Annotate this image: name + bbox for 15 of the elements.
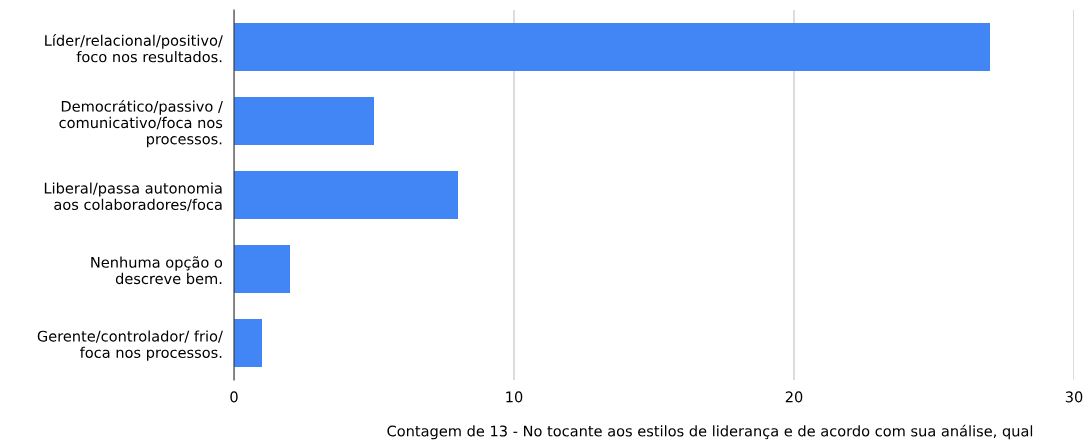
bar	[234, 22, 990, 72]
x-tick-label: 10	[506, 391, 523, 403]
x-tick-label: 0	[230, 391, 238, 403]
text: Contagem de 13 - No tocante aos estilos de liderança e de acordo com sua análise, qual	[387, 424, 1033, 440]
bar	[234, 318, 262, 368]
bar	[234, 96, 374, 146]
y-tick-label: Nenhuma opção o descreve bem.	[91, 256, 223, 285]
x-tick-label: 20	[785, 391, 803, 403]
y-tick-label: Democrático/passivo / comunicativo/foca nos processos.	[59, 99, 223, 148]
bar	[234, 170, 458, 220]
y-tick-label: Líder/relacional/positivo/ foco nos resultados.	[45, 34, 223, 63]
y-tick-label: Liberal/passa autonomia aos colaboradores/foca	[44, 182, 222, 212]
y-tick-label: Gerente/controlador/ frio/ foca nos processos.	[37, 330, 223, 361]
x-tick-label: 30	[1065, 391, 1083, 403]
bar	[234, 244, 290, 294]
